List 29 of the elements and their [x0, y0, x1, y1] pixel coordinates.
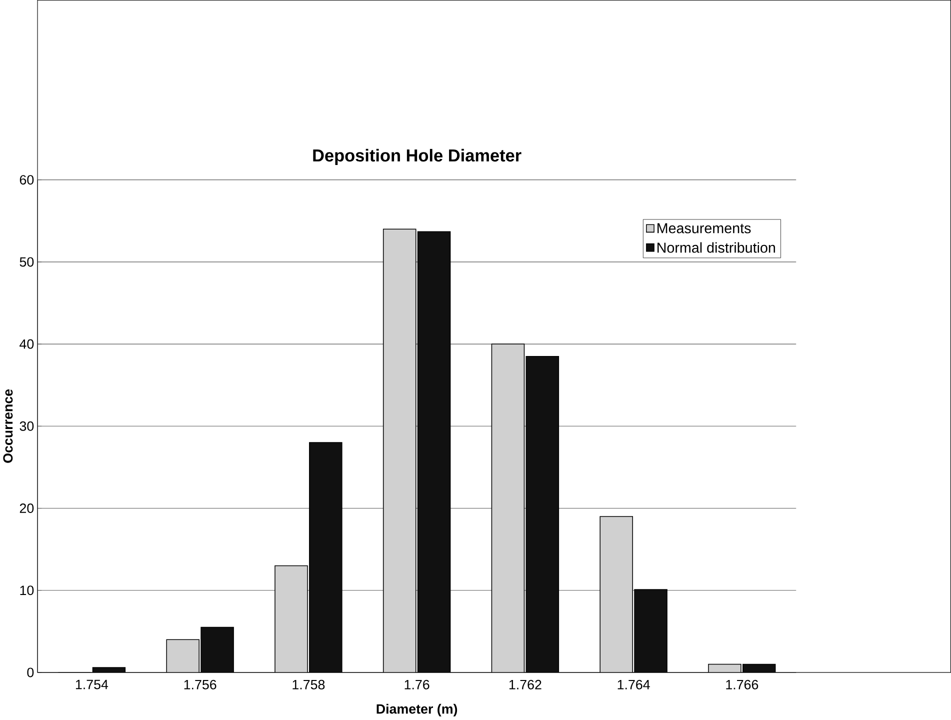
bar	[417, 231, 451, 673]
chart-title: Deposition Hole Diameter	[313, 149, 522, 166]
x-axis-title: Diameter (m)	[376, 704, 458, 717]
bar	[634, 589, 668, 673]
y-tick-label: 0	[27, 668, 34, 678]
y-tick-label: 30	[20, 422, 34, 432]
bar	[274, 566, 308, 673]
x-tick-label: 1.76	[404, 680, 430, 690]
bar	[600, 516, 633, 673]
y-tick-label: 60	[20, 175, 34, 185]
y-tick-label: 10	[20, 586, 34, 596]
bar	[526, 356, 560, 673]
y-tick-label: 20	[20, 504, 34, 514]
bar	[309, 442, 342, 673]
x-tick-label: 1.766	[726, 680, 758, 690]
x-tick-label: 1.758	[292, 680, 325, 690]
y-tick-label: 40	[20, 340, 34, 350]
legend-label: Normal distribution	[658, 242, 775, 253]
x-tick-label: 1.762	[509, 680, 542, 690]
x-tick-label: 1.754	[76, 680, 108, 690]
bar	[166, 639, 200, 673]
y-tick-label: 50	[20, 257, 34, 267]
bar	[200, 627, 234, 673]
bar	[382, 228, 416, 673]
y-axis-title: Occurrence	[3, 390, 13, 464]
x-tick-label: 1.764	[618, 680, 650, 690]
legend-label: Measurements	[658, 223, 751, 234]
bar	[491, 344, 525, 673]
x-tick-label: 1.756	[184, 680, 216, 690]
